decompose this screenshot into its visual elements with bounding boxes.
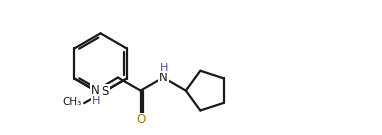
Text: O: O bbox=[136, 114, 145, 126]
Text: CH₃: CH₃ bbox=[63, 97, 82, 107]
Text: H: H bbox=[159, 63, 168, 72]
Text: H: H bbox=[92, 96, 100, 106]
Text: N: N bbox=[91, 84, 100, 97]
Text: N: N bbox=[159, 71, 168, 84]
Text: S: S bbox=[101, 85, 109, 97]
